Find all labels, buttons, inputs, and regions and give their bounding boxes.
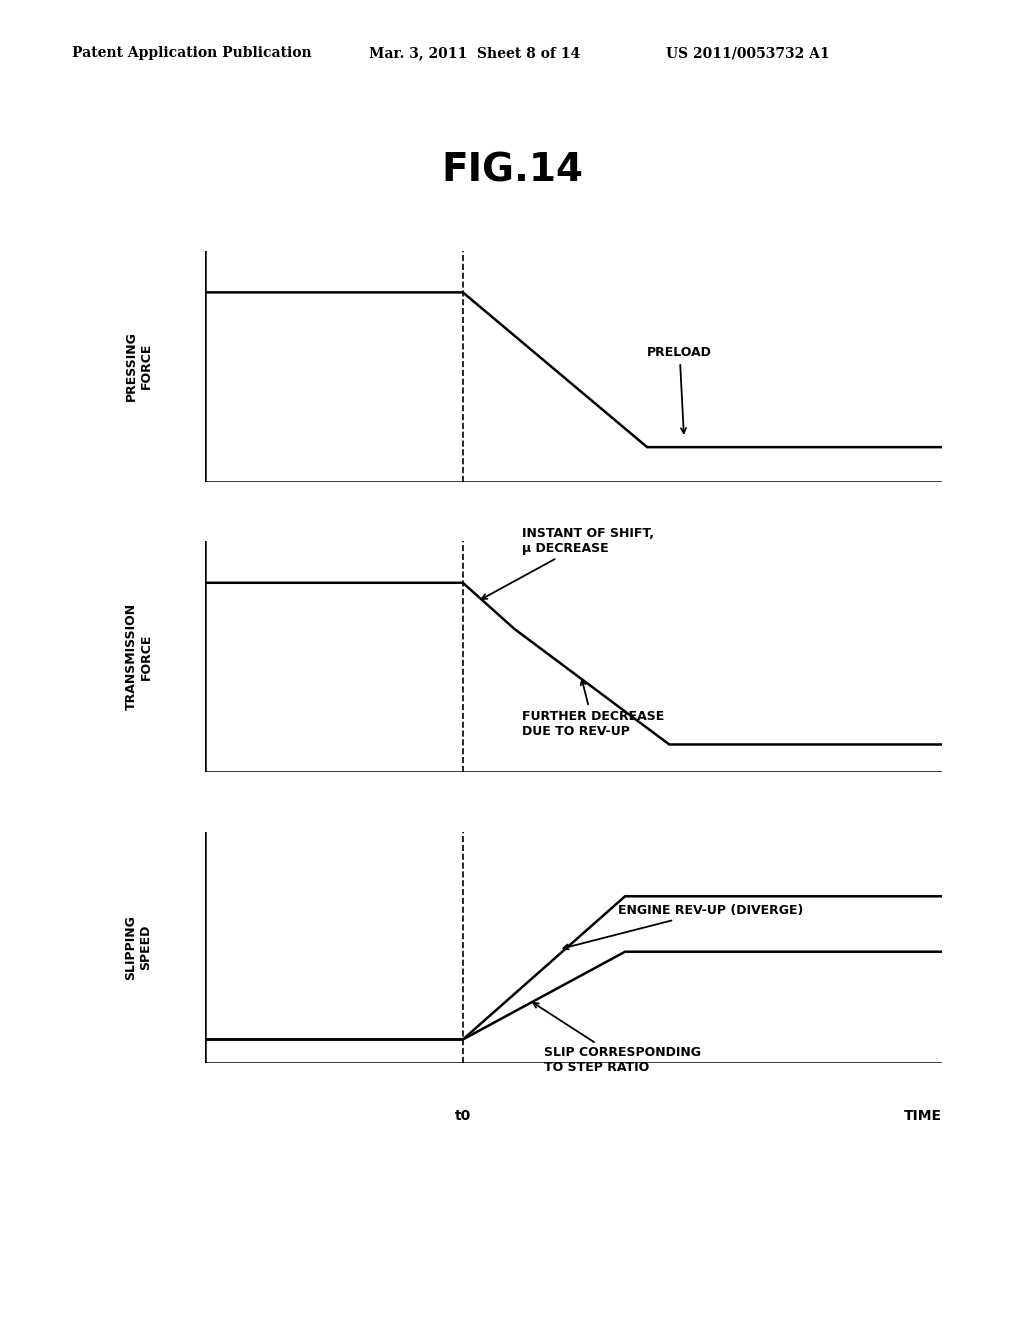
Text: FIG.14: FIG.14 — [441, 152, 583, 190]
Text: PRESSING
FORCE: PRESSING FORCE — [125, 331, 153, 401]
Text: SLIPPING
SPEED: SLIPPING SPEED — [125, 915, 153, 979]
Text: Patent Application Publication: Patent Application Publication — [72, 46, 311, 61]
Text: TRANSMISSION
FORCE: TRANSMISSION FORCE — [125, 603, 153, 710]
Text: US 2011/0053732 A1: US 2011/0053732 A1 — [666, 46, 829, 61]
Text: SLIP CORRESPONDING
TO STEP RATIO: SLIP CORRESPONDING TO STEP RATIO — [534, 1003, 701, 1074]
Text: TIME: TIME — [904, 1109, 942, 1123]
Text: FURTHER DECREASE
DUE TO REV-UP: FURTHER DECREASE DUE TO REV-UP — [522, 680, 665, 738]
Text: t0: t0 — [455, 1109, 471, 1123]
Text: Mar. 3, 2011  Sheet 8 of 14: Mar. 3, 2011 Sheet 8 of 14 — [369, 46, 580, 61]
Text: PRELOAD: PRELOAD — [647, 346, 712, 433]
Text: ENGINE REV-UP (DIVERGE): ENGINE REV-UP (DIVERGE) — [563, 904, 803, 949]
Text: INSTANT OF SHIFT,
μ DECREASE: INSTANT OF SHIFT, μ DECREASE — [482, 527, 654, 599]
